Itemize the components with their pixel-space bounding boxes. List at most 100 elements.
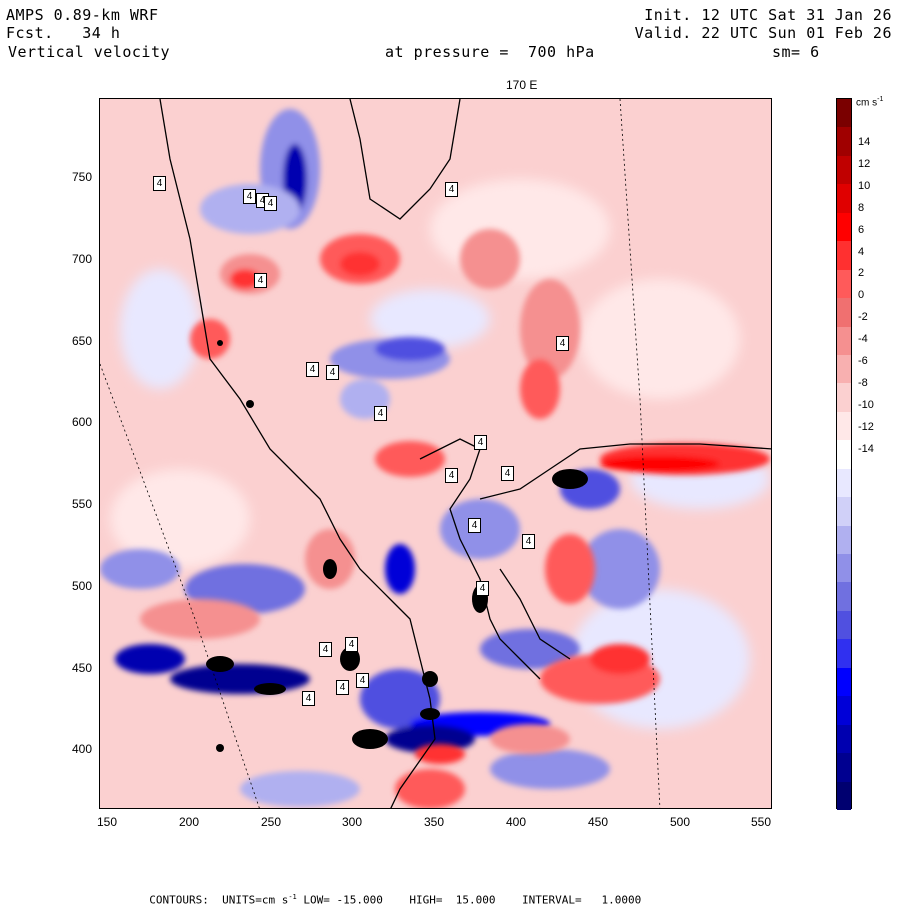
- coastline: [159, 99, 771, 808]
- colorbar-label: -8: [858, 376, 868, 389]
- contour-label: 4: [326, 365, 339, 380]
- x-tick-label: 550: [750, 815, 772, 829]
- colorbar-units-exponent: -1: [877, 96, 884, 103]
- colorbar-label: -4: [858, 333, 868, 346]
- footer-interval: INTERVAL= 1.0000: [521, 893, 642, 907]
- field-name: Vertical velocity: [8, 43, 171, 61]
- colorbar-label: 6: [858, 223, 865, 236]
- colorbar-label: -14: [858, 442, 874, 455]
- colorbar-segment: [837, 639, 851, 669]
- contour-label: 4: [319, 642, 332, 657]
- colorbar-segment: [837, 497, 851, 527]
- colorbar-units: cm s-1: [856, 96, 883, 108]
- colorbar-segment: [837, 298, 851, 328]
- footer-high: HIGH= 15.000: [409, 893, 496, 907]
- x-tick-label: 300: [341, 815, 363, 829]
- colorbar-label: -6: [858, 355, 868, 367]
- colorbar-segment: [837, 440, 851, 470]
- colorbar: [836, 98, 852, 811]
- contour-label: 4: [153, 176, 166, 191]
- x-tick-label: 250: [260, 815, 282, 829]
- x-tick-label: 150: [96, 815, 118, 829]
- contour-label: 4: [474, 435, 487, 450]
- colorbar-units-text: cm s: [856, 97, 878, 109]
- colorbar-segment: [837, 667, 851, 697]
- colorbar-segment: [837, 241, 851, 271]
- colorbar-segment: [837, 184, 851, 214]
- colorbar-segment: [837, 610, 851, 640]
- y-tick-label: 700: [71, 252, 92, 266]
- colorbar-label: 8: [858, 201, 865, 214]
- colorbar-label: 4: [858, 245, 865, 258]
- y-tick-label: 500: [71, 579, 92, 593]
- contour-label: 4: [374, 406, 387, 421]
- contour-label: 4: [243, 189, 256, 204]
- contour-label: 4: [556, 336, 569, 351]
- colorbar-label: 14: [858, 136, 871, 148]
- ascent-regions: [140, 229, 770, 808]
- colorbar-segment: [837, 127, 851, 157]
- colorbar-segment: [837, 326, 851, 356]
- colorbar-label: 2: [858, 267, 865, 280]
- contour-label: 4: [522, 534, 535, 549]
- footer-contours: CONTOURS: UNITS=cm s-1 LOW= -15.000 HIGH…: [136, 880, 641, 907]
- y-tick-label: 550: [71, 497, 92, 511]
- footer-units-exponent: -1: [288, 893, 297, 901]
- colorbar-label: 0: [858, 289, 865, 302]
- colorbar-label: -12: [858, 420, 874, 433]
- contour-label: 4: [476, 581, 489, 596]
- colorbar-segment: [837, 354, 851, 384]
- init-time: Init. 12 UTC Sat 31 Jan 26: [644, 6, 892, 24]
- x-tick-label: 400: [505, 815, 527, 829]
- contour-label: 4: [336, 680, 349, 695]
- y-tick-label: 650: [71, 334, 92, 348]
- colorbar-label: -2: [858, 311, 868, 324]
- meridian-label: 170 E: [506, 78, 538, 92]
- contour-label: 4: [445, 468, 458, 483]
- contour-label: 4: [345, 637, 358, 652]
- valid-time: Valid. 22 UTC Sun 01 Feb 26: [634, 24, 892, 42]
- contour-label: 4: [356, 673, 369, 688]
- colorbar-segment: [837, 753, 851, 783]
- colorbar-segment: [837, 212, 851, 242]
- colorbar-segment: [837, 781, 851, 811]
- colorbar-segment: [837, 155, 851, 185]
- model-title: AMPS 0.89-km WRF: [6, 6, 159, 24]
- y-tick-label: 600: [71, 415, 92, 429]
- colorbar-label: 10: [858, 179, 871, 192]
- footer-low: LOW= -15.000: [303, 893, 383, 907]
- smoothing-value: sm= 6: [772, 43, 820, 61]
- pressure-level: at pressure = 700 hPa: [385, 43, 595, 61]
- colorbar-label: -10: [858, 398, 874, 411]
- x-tick-label: 200: [178, 815, 200, 829]
- colorbar-segment: [837, 383, 851, 413]
- contour-label: 4: [306, 362, 319, 377]
- contour-label: 4: [468, 518, 481, 533]
- colorbar-segment: [837, 411, 851, 441]
- colorbar-label: 12: [858, 157, 871, 170]
- x-tick-label: 500: [669, 815, 691, 829]
- colorbar-segment: [837, 696, 851, 726]
- colorbar-segment: [837, 99, 851, 128]
- x-tick-label: 450: [587, 815, 609, 829]
- meridian-lines: [100, 99, 661, 808]
- y-tick-label: 450: [71, 661, 92, 675]
- contour-label: 4: [302, 691, 315, 706]
- colorbar-segment: [837, 582, 851, 612]
- contour-label: 4: [501, 466, 514, 481]
- forecast-hour: Fcst. 34 h: [6, 24, 121, 42]
- map-field-svg: [100, 99, 771, 808]
- colorbar-segment: [837, 269, 851, 299]
- contour-label: 4: [264, 196, 277, 211]
- footer-label: CONTOURS:: [149, 893, 209, 907]
- x-tick-label: 350: [423, 815, 445, 829]
- colorbar-segment: [837, 554, 851, 583]
- y-tick-label: 750: [71, 170, 92, 184]
- footer-units: UNITS=cm s: [222, 893, 289, 907]
- colorbar-segment: [837, 724, 851, 754]
- colorbar-segment: [837, 468, 851, 498]
- y-tick-label: 400: [71, 742, 92, 756]
- colorbar-segment: [837, 525, 851, 555]
- intense-cores: [206, 340, 588, 752]
